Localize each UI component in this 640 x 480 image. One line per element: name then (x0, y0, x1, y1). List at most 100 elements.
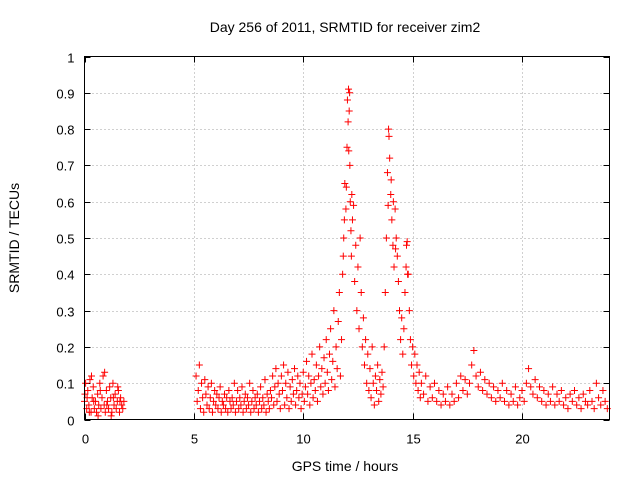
data-point (343, 143, 351, 151)
data-point (347, 252, 355, 260)
data-point (109, 394, 117, 402)
data-point (403, 238, 411, 246)
data-point (263, 390, 271, 398)
data-point (428, 394, 436, 402)
y-tick-label: 0.3 (56, 305, 74, 320)
data-point (339, 252, 347, 260)
data-point (246, 379, 254, 387)
data-point (409, 343, 417, 351)
data-point (601, 397, 609, 405)
data-point (455, 394, 463, 402)
data-point (82, 379, 90, 387)
data-point (557, 386, 565, 394)
data-point (278, 386, 286, 394)
data-point (193, 397, 201, 405)
data-point (251, 394, 259, 402)
data-point (363, 379, 371, 387)
data-point (269, 372, 277, 380)
data-point (354, 263, 362, 271)
data-point (479, 386, 487, 394)
data-point (303, 357, 311, 365)
data-point (238, 383, 246, 391)
data-point (351, 278, 359, 286)
data-point (310, 376, 318, 384)
data-point (208, 408, 216, 416)
data-point (306, 401, 314, 409)
data-point (200, 408, 208, 416)
data-point (93, 408, 101, 416)
data-point (507, 390, 515, 398)
data-point (366, 365, 374, 373)
data-point (294, 372, 302, 380)
data-point (211, 386, 219, 394)
data-point (261, 376, 269, 384)
data-point (420, 390, 428, 398)
data-point (230, 379, 238, 387)
data-point (346, 198, 354, 206)
data-point (516, 394, 524, 402)
data-point (198, 379, 206, 387)
x-tick-label: 10 (296, 432, 310, 447)
data-point (114, 386, 122, 394)
data-point (89, 383, 97, 391)
data-point (352, 241, 360, 249)
data-point (392, 234, 400, 242)
data-point (342, 183, 350, 191)
data-point (555, 397, 563, 405)
y-tick-label: 0 (67, 414, 74, 429)
data-point (118, 401, 126, 409)
data-point (333, 365, 341, 373)
data-point (219, 401, 227, 409)
data-point (292, 401, 300, 409)
data-point (233, 397, 241, 405)
data-point (248, 397, 256, 405)
data-point (373, 386, 381, 394)
data-point (85, 408, 93, 416)
data-point (490, 383, 498, 391)
axis-ticks (84, 56, 610, 421)
data-point (592, 379, 600, 387)
data-point (342, 205, 350, 213)
data-point (256, 397, 263, 405)
data-point (380, 343, 388, 351)
data-point (588, 397, 596, 405)
data-point (286, 383, 294, 391)
data-point (90, 397, 98, 405)
data-point (301, 383, 309, 391)
data-point (101, 408, 109, 416)
data-point (322, 336, 330, 344)
data-point (336, 372, 344, 380)
data-point (346, 89, 354, 97)
data-point (265, 405, 273, 413)
data-point (338, 336, 346, 344)
data-point (288, 376, 296, 384)
data-point (202, 390, 210, 398)
data-point (331, 383, 339, 391)
data-point (410, 372, 418, 380)
data-point (340, 216, 348, 224)
data-point (207, 379, 215, 387)
data-point (97, 405, 105, 413)
data-point (98, 394, 106, 402)
data-point (481, 376, 489, 384)
data-point (304, 390, 312, 398)
data-point (364, 350, 372, 358)
x-tick-label: 15 (406, 432, 420, 447)
data-points (81, 85, 611, 420)
data-point (245, 401, 253, 409)
data-point (340, 234, 348, 242)
data-point (522, 379, 530, 387)
data-point (299, 368, 307, 376)
data-point (84, 386, 92, 394)
data-point (240, 397, 248, 405)
data-point (549, 383, 557, 391)
data-point (196, 405, 204, 413)
data-point (527, 383, 535, 391)
data-point (229, 401, 237, 409)
data-point (452, 379, 460, 387)
data-point (253, 390, 261, 398)
data-point (361, 361, 368, 369)
data-point (315, 372, 323, 380)
data-point (90, 405, 98, 413)
data-point (405, 307, 413, 315)
